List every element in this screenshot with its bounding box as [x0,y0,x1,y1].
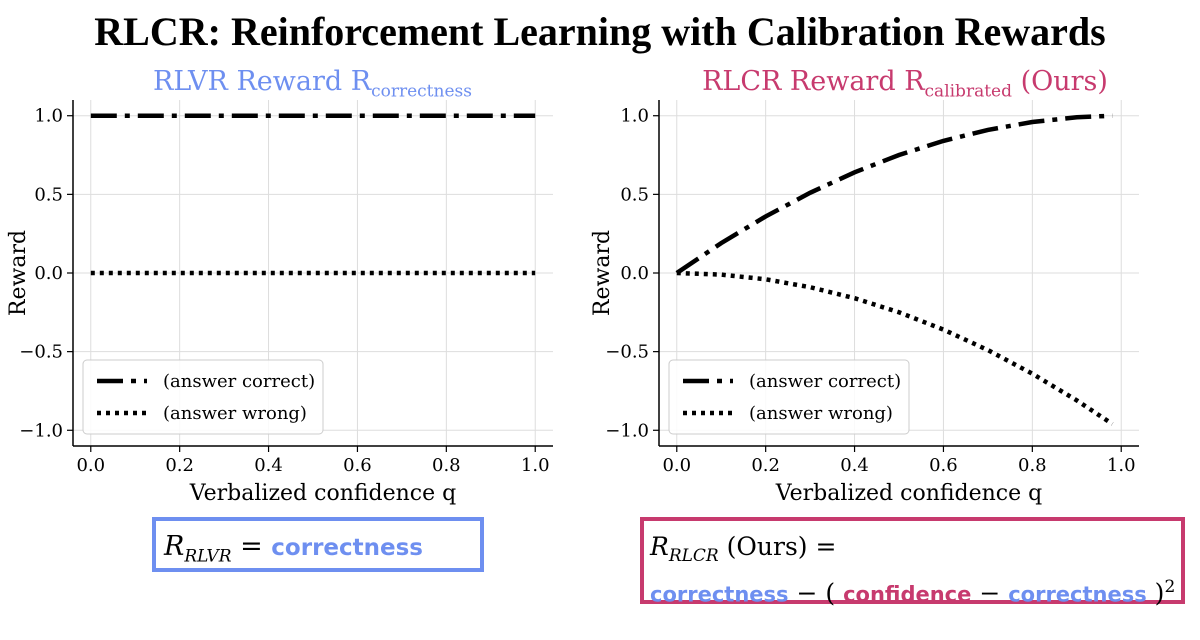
right-x-axis-label: Verbalized confidence q [775,481,1042,506]
right-legend-box [668,359,910,435]
right-title-main: RLCR Reward R [702,66,925,97]
right-xtick-label-0: 0.0 [662,455,691,476]
rlcr-formula-box: RRLCR (Ours) = correctness − ( confidenc… [640,517,1185,607]
rlvr-equals: = [231,531,272,562]
right-ytick-label-2: 0.0 [620,263,649,284]
right-ytick-label-4: 1.0 [620,106,649,127]
left-legend-box [82,359,324,435]
rlvr-formula-box: RRLVR = correctness [152,517,484,572]
left-y-axis-label: Reward [6,230,31,316]
rlcr-correctness-term-2: correctness [1008,582,1147,607]
right-legend-label-0: (answer correct) [749,371,901,392]
left-title-sub: correctness [371,81,472,102]
right-series-wrong [676,270,1114,426]
left-legend-label-0: (answer correct) [163,371,315,392]
rlvr-symbol: RRLVR [164,531,232,567]
right-title-sub: calibrated [924,81,1012,102]
left-xtick-label-2: 0.4 [254,455,283,476]
left-panel-title: RLVR Reward Rcorrectness [90,66,535,101]
right-xtick-label-3: 0.6 [929,455,958,476]
right-xtick-label-1: 0.2 [751,455,780,476]
rlvr-correctness-term: correctness [271,535,423,561]
left-xtick-label-1: 0.2 [165,455,194,476]
left-xtick-label-5: 1.0 [521,455,550,476]
rlcr-ours-equals: (Ours) = [718,532,837,561]
figure-title: RLCR: Reinforcement Learning with Calibr… [94,9,1106,54]
right-title-suffix: (Ours) [1011,66,1108,97]
right-panel-title: RLCR Reward Rcalibrated (Ours) [660,66,1150,101]
right-xtick-label-5: 1.0 [1107,455,1136,476]
left-xtick-label-3: 0.6 [343,455,372,476]
rlcr-correctness-term: correctness [650,582,789,607]
right-ytick-label-0: −1.0 [605,420,649,441]
left-ytick-label-4: 1.0 [34,106,63,127]
rlcr-power: 2 [1164,577,1176,597]
left-ytick-label-0: −1.0 [19,420,63,441]
right-xtick-label-2: 0.4 [840,455,869,476]
right-legend-label-1: (answer wrong) [749,403,893,424]
right-ytick-label-1: −0.5 [605,342,649,363]
right-y-axis-label: Reward [590,230,615,316]
rlcr-symbol: RRLCR [650,532,719,566]
right-ytick-label-3: 0.5 [620,184,649,205]
rlcr-close-paren: ) [1146,578,1165,608]
rlcr-confidence-term: confidence [843,582,972,607]
rlcr-minus: − [971,578,1009,608]
left-ytick-label-1: −0.5 [19,342,63,363]
right-series-correct [675,113,1113,275]
left-xtick-label-4: 0.8 [432,455,461,476]
left-ytick-label-2: 0.0 [34,263,63,284]
rlcr-formula-line1: RRLCR (Ours) = [650,531,1181,572]
left-title-main: RLVR Reward R [153,66,372,97]
left-x-axis-label: Verbalized confidence q [189,481,456,506]
rlcr-minus-open: − ( [788,578,844,608]
rlcr-formula-line2: correctness − ( confidence − correctness… [650,572,1181,610]
left-ytick-label-3: 0.5 [34,184,63,205]
left-legend-label-1: (answer wrong) [163,403,307,424]
right-xtick-label-4: 0.8 [1018,455,1047,476]
left-xtick-label-0: 0.0 [76,455,105,476]
